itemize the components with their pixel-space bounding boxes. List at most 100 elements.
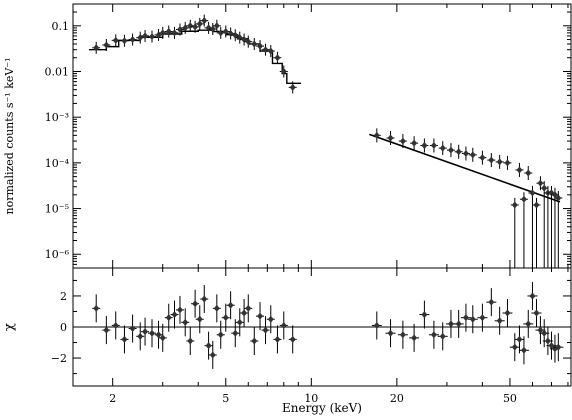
xrt-residual-point (251, 337, 258, 345)
xrt-data-point (280, 67, 287, 75)
xrt-residual-point (262, 326, 269, 334)
xrt-residual-point (280, 321, 287, 329)
xrt-data-point (274, 54, 281, 62)
xrt-data-point (227, 29, 234, 37)
xrt-residual-point (187, 337, 194, 345)
bat-residual-point (504, 309, 511, 317)
xrt-data-point (165, 28, 172, 36)
bat-residual-point (399, 331, 406, 339)
bat-data-point (529, 189, 536, 197)
xrt-residual-point (274, 335, 281, 343)
xrt-residual-point (217, 331, 224, 339)
xrt-residual-point (227, 301, 234, 309)
y-tick-label-top: 10⁻³ (45, 111, 69, 124)
bat-residual-point (544, 337, 551, 345)
bat-data-point (511, 201, 518, 209)
bat-data-point (488, 156, 495, 164)
xrt-residual-point (171, 311, 178, 319)
bat-residual-point (479, 314, 486, 322)
bat-data-point (411, 139, 418, 147)
xrt-residual-point (192, 300, 199, 308)
bat-residual-point (525, 320, 532, 328)
bat-data-point (533, 201, 540, 209)
bat-data-point (430, 141, 437, 149)
bat-data-point (555, 194, 562, 202)
y-tick-label-bottom: 0 (60, 321, 67, 334)
xrt-residual-point (148, 329, 155, 337)
bat-data-point (455, 148, 462, 156)
bat-data-point (462, 150, 469, 158)
bat-residual-point (488, 298, 495, 306)
xrt-residual-point (176, 306, 183, 314)
bat-data-point (537, 179, 544, 187)
xrt-residual-point (201, 295, 208, 303)
xrt-residual-point (182, 318, 189, 326)
top-y-axis-label: normalized counts s⁻¹ keV⁻¹ (3, 57, 16, 214)
bat-data-point (439, 144, 446, 152)
xrt-residual-point (103, 326, 110, 334)
bottom-y-axis-label: χ (2, 323, 17, 331)
bat-residual-point (387, 329, 394, 337)
bat-residual-point (520, 346, 527, 354)
xrt-data-point (217, 29, 224, 37)
xrt-data-point (267, 47, 274, 55)
bat-residual-point (469, 315, 476, 323)
xrt-data-point (196, 20, 203, 28)
bat-data-point (504, 159, 511, 167)
xrt-residual-point (245, 304, 252, 312)
xrt-residual-point (165, 314, 172, 322)
top-panel-frame (72, 3, 572, 269)
bat-residual-point (511, 343, 518, 351)
x-tick-label: 5 (222, 392, 229, 405)
xrt-data-point (159, 29, 166, 37)
x-tick-label: 2 (109, 392, 116, 405)
x-axis-label: Energy (keV) (282, 401, 362, 415)
xrt-data-point (155, 31, 162, 39)
xrt-residual-point (155, 331, 162, 339)
bat-residual-point (447, 320, 454, 328)
bat-residual-point (548, 342, 555, 350)
bat-data-point (447, 146, 454, 154)
xrt-residual-point (93, 304, 100, 312)
bat-residual-point (555, 343, 562, 351)
xrt-data-point (209, 25, 216, 33)
xrt-residual-point (142, 328, 149, 336)
y-tick-label-bottom: −2 (51, 352, 67, 365)
bat-data-point (541, 184, 548, 192)
y-tick-label-top: 0.1 (52, 20, 70, 33)
xrt-residual-point (121, 335, 128, 343)
bat-data-point (421, 141, 428, 149)
bat-residual-point (411, 334, 418, 342)
xrt-residual-point (112, 321, 119, 329)
bat-residual-point (541, 329, 548, 337)
bat-data-point (373, 131, 380, 139)
bat-residual-point (529, 292, 536, 300)
xrt-data-point (289, 83, 296, 91)
bat-data-point (551, 191, 558, 199)
xrt-data-point (129, 36, 136, 44)
xrt-residual-point (209, 351, 216, 359)
xrt-residual-point (196, 315, 203, 323)
xrt-residual-point (232, 329, 239, 337)
bat-residual-point (373, 321, 380, 329)
bat-data-point (496, 158, 503, 166)
xrt-residual-point (159, 334, 166, 342)
xrt-residual-point (213, 304, 220, 312)
bat-residual-point (430, 331, 437, 339)
bat-data-point (525, 169, 532, 177)
y-tick-label-top: 10⁻⁵ (45, 203, 69, 216)
xrt-data-point (192, 23, 199, 31)
bat-data-point (516, 166, 523, 174)
xrt-data-point (121, 37, 128, 45)
xrt-residual-point (289, 335, 296, 343)
xrt-data-point (213, 22, 220, 30)
xrt-data-point (245, 38, 252, 46)
bat-data-point (479, 154, 486, 162)
bat-data-point (520, 195, 527, 203)
xrt-residual-point (222, 314, 229, 322)
xrt-residual-point (205, 342, 212, 350)
xrt-residual-point (236, 318, 243, 326)
